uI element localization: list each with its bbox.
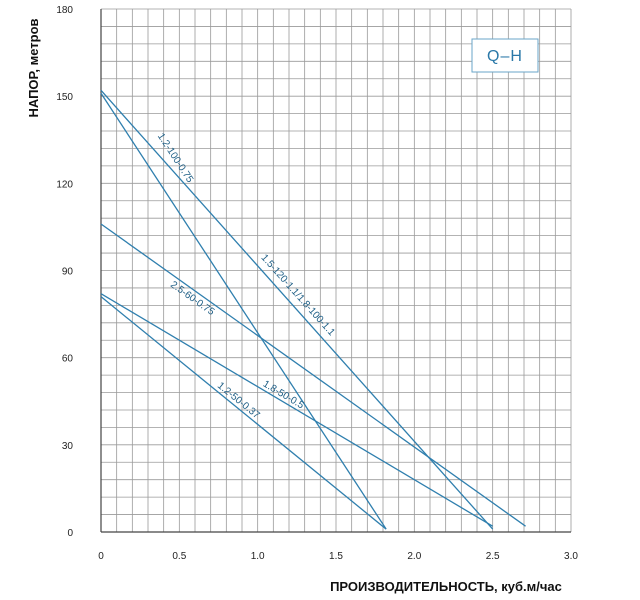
x-tick-label: 0	[98, 551, 104, 562]
x-axis-title: ПРОИЗВОДИТЕЛЬНОСТЬ, куб.м/час	[330, 579, 562, 594]
y-tick-label: 90	[62, 267, 74, 278]
x-tick-label: 2.5	[486, 551, 500, 562]
y-tick-label: 30	[62, 441, 74, 452]
legend-box-text: Q–H	[487, 48, 523, 65]
y-tick-label: 60	[62, 354, 74, 365]
y-tick-label: 0	[67, 528, 73, 539]
legend-box	[471, 38, 539, 73]
series-labels: 1.2-100-0.751.5-120-1.1/1.8-100-1.12.5-6…	[155, 131, 337, 421]
y-tick-label: 150	[56, 92, 73, 103]
series-line	[100, 296, 387, 530]
series-line	[100, 89, 494, 530]
x-tick-label: 2.0	[407, 551, 421, 562]
series-label: 1.2-50-0.37	[215, 380, 262, 421]
grid	[100, 8, 572, 533]
y-tick-label: 120	[56, 179, 73, 190]
series-label: 1.5-120-1.1/1.8-100-1.1	[259, 252, 337, 338]
axes: 0 0.5 1.0 1.5 2.0 2.5 3.0 0 30 60 90 120 150 180	[56, 5, 578, 562]
series-line	[100, 92, 387, 530]
series-line	[100, 223, 526, 527]
series-line	[100, 293, 493, 527]
y-tick-label: 180	[56, 5, 73, 16]
x-tick-label: 0.5	[172, 551, 186, 562]
x-tick-label: 1.5	[329, 551, 343, 562]
series-lines	[100, 89, 526, 530]
x-tick-label: 3.0	[564, 551, 578, 562]
y-axis-title: НАПОР, метров	[26, 18, 41, 117]
series-label: 2.5-60-0.75	[168, 279, 216, 318]
x-tick-label: 1.0	[251, 551, 265, 562]
